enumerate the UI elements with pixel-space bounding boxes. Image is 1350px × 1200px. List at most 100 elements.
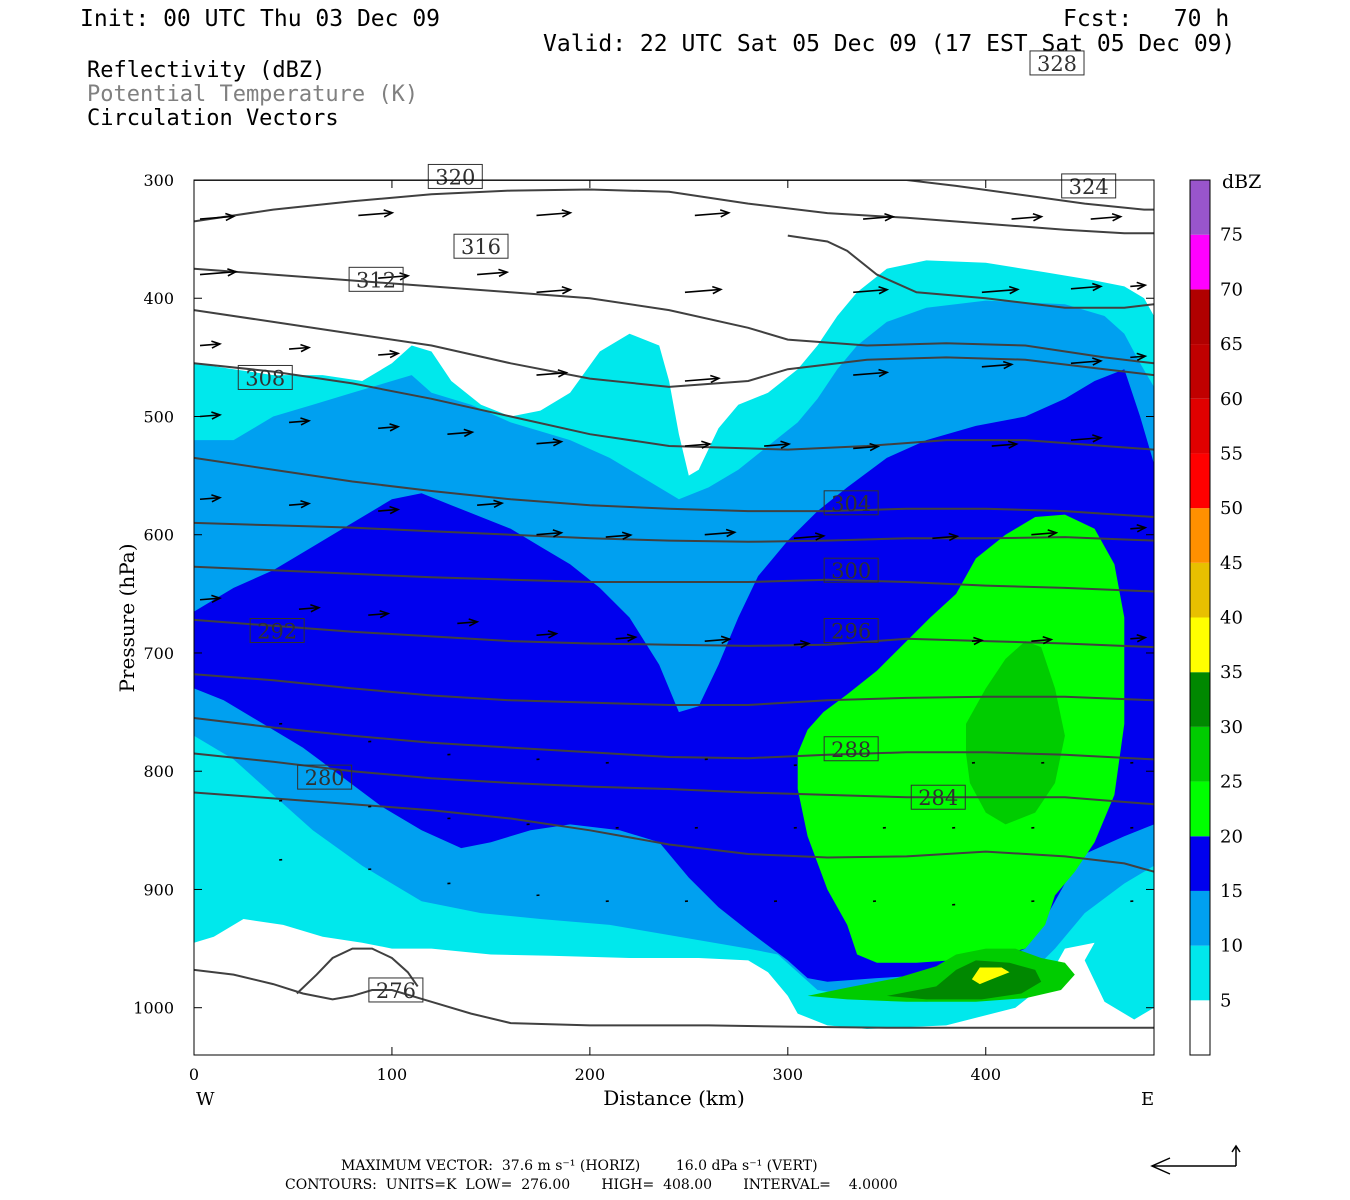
plot-frame [193, 179, 1155, 1056]
circulation-vector [1031, 529, 1059, 538]
circulation-vector [298, 604, 321, 613]
circulation-vector [368, 609, 391, 619]
contour-note: CONTOURS: UNITS=K LOW= 276.00 HIGH= 408.… [285, 1177, 898, 1193]
circulation-vector [457, 618, 480, 627]
contour-label-box-276 [368, 977, 424, 1003]
reflectivity-legend: Reflectivity (dBZ) [87, 58, 326, 83]
theta-contour-288 [194, 717, 1154, 761]
circulation-vector [536, 529, 564, 538]
x-west-label: W [196, 1089, 215, 1110]
circulation-vector [1011, 213, 1044, 222]
circulation-vector [1031, 635, 1054, 645]
circulation-vector [694, 209, 731, 218]
y-tick-label: 900 [143, 880, 174, 899]
x-tick-label: 300 [773, 1065, 804, 1084]
reflectivity-region-20dbz-3 [797, 514, 1125, 963]
init-time: Init: 00 UTC Thu 03 Dec 09 [80, 6, 441, 32]
colorbar-label-10: 10 [1220, 936, 1243, 957]
max-vector-key-icon [1150, 1144, 1241, 1175]
contour-label-320: 320 [435, 165, 475, 189]
y-tick-label: 1000 [133, 999, 174, 1018]
contour-label-316: 316 [461, 235, 501, 259]
theta-contour-312 [194, 362, 1154, 451]
contour-label-box-312 [348, 266, 404, 292]
circulation-vector [378, 349, 401, 359]
colorbar-title: dBZ [1222, 171, 1261, 193]
circulation-vector [684, 285, 723, 295]
colorbar-label-45: 45 [1220, 553, 1243, 574]
y-tick-label: 600 [143, 526, 174, 545]
contour-label-box-296 [823, 618, 879, 644]
circulation-vector [1070, 282, 1103, 292]
theta-contour-unlabeled-1 [296, 947, 419, 995]
y-tick-label: 700 [143, 644, 174, 663]
contour-label-296: 296 [831, 620, 871, 644]
contour-label-box-280 [297, 764, 353, 790]
contour-label-328: 328 [1037, 52, 1077, 76]
reflectivity-region-25dbz-4 [966, 641, 1065, 825]
theta-legend: Potential Temperature (K) [87, 82, 419, 107]
circulation-vector [605, 531, 633, 540]
x-tick-label: 100 [377, 1065, 408, 1084]
circulation-vector [1130, 352, 1148, 362]
circulation-vector [1070, 434, 1103, 443]
contour-label-box-300 [823, 557, 879, 583]
circulation-vector [1130, 524, 1148, 533]
contour-label-304: 304 [831, 492, 871, 516]
colorbar-label-65: 65 [1220, 334, 1243, 355]
theta-contour-unlabeled-15 [194, 180, 1154, 211]
x-axis-title: Distance (km) [603, 1086, 745, 1110]
circulation-vector [764, 440, 792, 449]
contour-label-300: 300 [831, 559, 871, 583]
theta-contour-276 [194, 968, 1154, 1029]
theta-contour-328 [194, 188, 1154, 235]
circulation-vector [793, 639, 811, 649]
contour-label-box-284 [910, 784, 966, 810]
vectors-legend: Circulation Vectors [87, 106, 339, 131]
contour-label-box-324 [1061, 173, 1117, 199]
colorbar-band-65 [1190, 289, 1210, 345]
contour-label-308: 308 [245, 366, 285, 390]
y-tick-label: 400 [143, 289, 174, 308]
circulation-vector [853, 442, 881, 452]
circulation-vector [289, 499, 312, 509]
circulation-vector [971, 636, 984, 646]
circulation-vector [447, 428, 475, 438]
reflectivity-region-35dbz-7 [971, 967, 1010, 985]
circulation-vector [932, 532, 960, 542]
circulation-vector [615, 633, 638, 643]
circulation-vector [536, 630, 559, 639]
theta-contour-292 [194, 673, 1154, 706]
contour-label-312: 312 [356, 268, 396, 292]
colorbar-label-60: 60 [1220, 389, 1243, 410]
colorbar-band-10 [1190, 890, 1210, 946]
circulation-vector [981, 360, 1014, 370]
contour-label-276: 276 [376, 979, 416, 1003]
forecast-hour: Fcst: 70 h [1063, 6, 1230, 32]
colorbar-band-15 [1190, 836, 1210, 891]
circulation-vector [378, 423, 401, 432]
circulation-vector [199, 340, 222, 349]
colorbar-band-below [1190, 1000, 1210, 1055]
colorbar-band-75 [1190, 180, 1210, 235]
valid-time: Valid: 22 UTC Sat 05 Dec 09 (17 EST Sat … [543, 31, 1236, 57]
circulation-vector [536, 286, 573, 295]
circulation-vector [477, 268, 510, 278]
circulation-vector [199, 268, 238, 277]
circulation-vector [358, 209, 395, 218]
contour-label-box-316 [453, 233, 509, 259]
theta-contour-316 [194, 309, 1154, 388]
contour-label-288: 288 [831, 738, 871, 762]
contour-label-box-308 [237, 364, 293, 390]
colorbar-label-20: 20 [1220, 826, 1243, 847]
contour-label-box-320 [427, 163, 483, 189]
circulation-vector [536, 438, 564, 447]
colorbar-label-55: 55 [1220, 443, 1243, 464]
circulation-vector [378, 505, 401, 515]
circulation-vector [477, 499, 505, 509]
colorbar-band-20 [1190, 781, 1210, 837]
theta-contour-320 [194, 267, 1154, 365]
circulation-vector [289, 343, 312, 353]
x-east-label: E [1141, 1089, 1154, 1110]
theta-contour-324 [787, 234, 1154, 309]
